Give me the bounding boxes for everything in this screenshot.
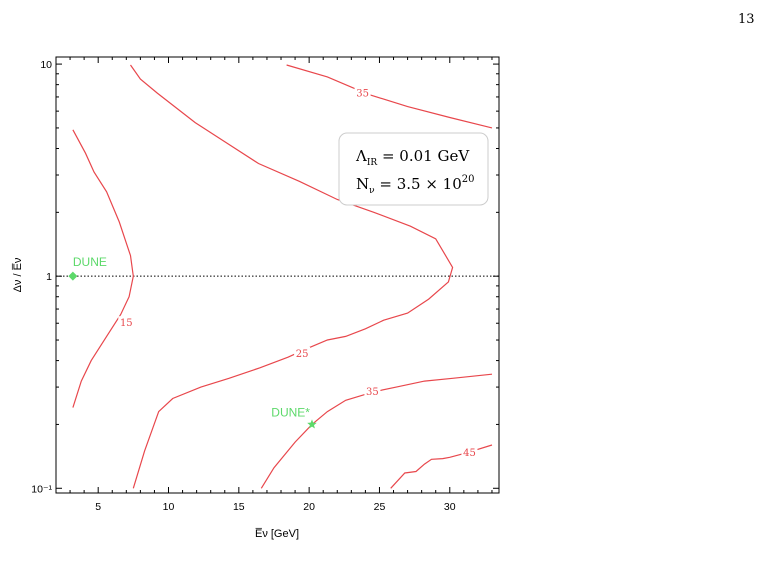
contour-label-bg: [364, 384, 381, 397]
dune-star-marker: [307, 419, 317, 429]
x-tick-label: 10: [163, 501, 175, 513]
plot-frame: [55, 56, 500, 494]
contour-line-35: [286, 64, 493, 129]
y-tick-label: 10⁻¹: [31, 483, 52, 495]
contour-label-bg: [294, 346, 311, 359]
page-number: 13: [738, 12, 755, 27]
contour-line-15: [72, 129, 134, 408]
tick-labels: 5 10 15 20 25 30 10⁻¹ 1 10: [31, 59, 455, 513]
contour-label-35: 35: [356, 89, 369, 100]
contour-label-bg: [461, 445, 478, 458]
markers: DUNE DUNE*: [68, 255, 317, 429]
y-tick-label: 10: [40, 59, 52, 71]
contour-label-25: 25: [296, 349, 309, 360]
contour-label-bg: [354, 86, 371, 99]
legend-box: ΛIR = 0.01 GeV Nν = 3.5 × 1020: [338, 132, 489, 206]
marker-label: DUNE: [73, 255, 107, 269]
dune-marker: [68, 271, 78, 281]
contour-line-35: [260, 373, 493, 489]
contour-line-45: [390, 444, 493, 489]
contour-labels: 15 25 35 35 45: [118, 86, 478, 459]
contour-label-15: 15: [120, 318, 133, 329]
x-tick-label: 15: [233, 501, 245, 513]
y-axis-label: Δν / E̅ν: [12, 257, 24, 292]
x-axis-label: E̅ν [GeV]: [255, 528, 299, 540]
x-tick-label: 5: [95, 501, 101, 513]
contour-line-25: [130, 64, 454, 489]
axis-ticks: [55, 57, 499, 493]
legend-line-2: Nν = 3.5 × 1020: [356, 174, 475, 196]
x-tick-label: 20: [303, 501, 315, 513]
x-tick-label: 25: [374, 501, 386, 513]
legend-line-1: ΛIR = 0.01 GeV: [355, 147, 470, 168]
x-tick-label: 30: [444, 501, 456, 513]
contour-label-45: 45: [463, 448, 476, 459]
contour-label-bg: [118, 316, 135, 329]
y-tick-label: 1: [46, 271, 52, 283]
contour-label-35: 35: [366, 387, 379, 398]
contour-lines: [72, 64, 493, 489]
marker-label: DUNE*: [271, 405, 310, 419]
